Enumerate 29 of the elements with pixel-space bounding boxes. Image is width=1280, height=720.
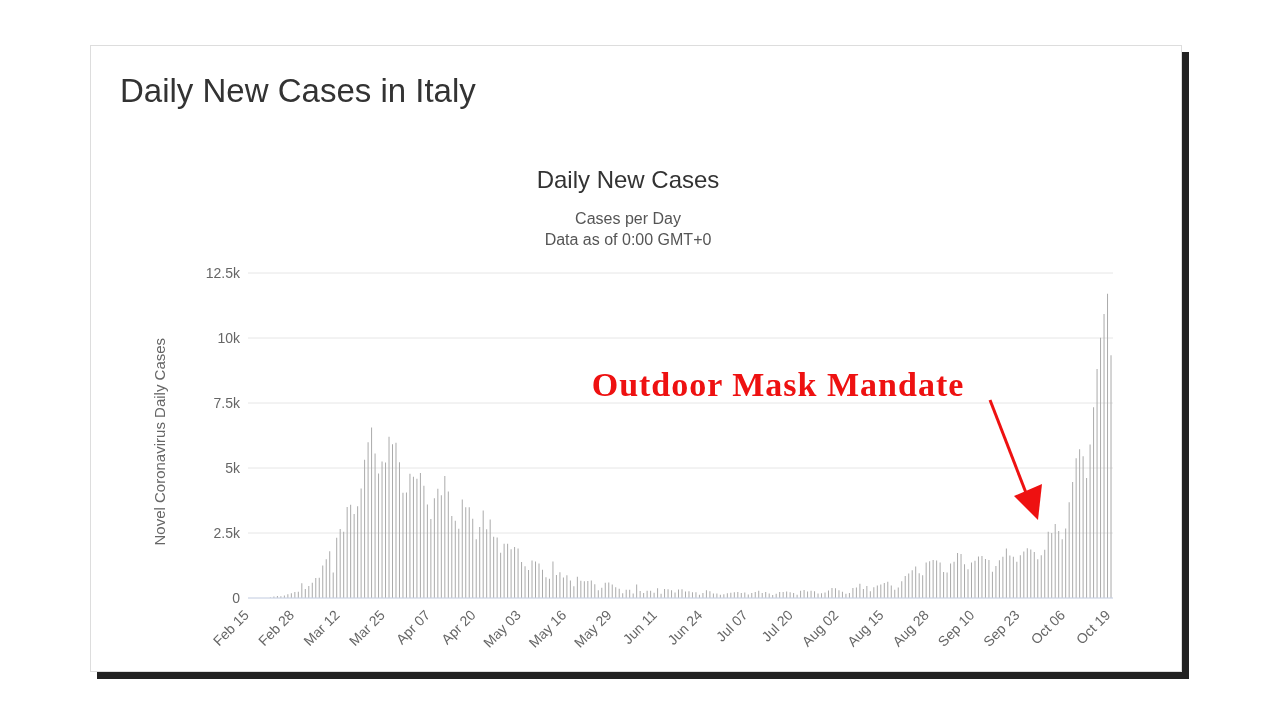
- x-tick-label: May 16: [525, 606, 570, 651]
- x-tick-label: Jul 07: [712, 606, 751, 645]
- x-tick-label: Aug 15: [843, 606, 887, 650]
- y-tick-label: 0: [232, 589, 241, 606]
- annotation: Outdoor Mask Mandate: [590, 366, 966, 404]
- x-tick-label: Mar 25: [345, 606, 389, 649]
- x-tick-label: Aug 02: [798, 606, 842, 650]
- x-tick-label: Oct 19: [1072, 606, 1114, 648]
- x-tick-label: Mar 12: [300, 606, 343, 649]
- x-tick-label: Feb 28: [255, 606, 298, 649]
- text: Cases per Day Data as of 0:00 GMT+0: [543, 209, 713, 250]
- x-tick-label: Apr 20: [438, 606, 479, 648]
- x-tick-label: Sep 23: [980, 606, 1023, 650]
- x-tick-label: Jun 11: [619, 606, 661, 648]
- y-tick-label: 2.5k: [213, 524, 241, 541]
- y-tick-label: 10k: [217, 329, 241, 346]
- y-tick-label: 12.5k: [205, 264, 241, 281]
- y-tick-label: 5k: [225, 459, 241, 476]
- chart-subtitle: Daily New Cases: [535, 166, 721, 194]
- x-tick-label: Jun 24: [664, 606, 706, 648]
- x-tick-label: Jul 20: [758, 606, 797, 645]
- x-tick-label: Sep 10: [934, 606, 978, 650]
- y-axis-title: Novel Coronavirus Daily Cases: [151, 337, 169, 546]
- chart-title: Daily New Cases in Italy: [120, 72, 476, 110]
- y-tick-label: 7.5k: [213, 394, 241, 411]
- x-tick-label: Apr 07: [392, 606, 434, 648]
- x-tick-label: Oct 06: [1027, 606, 1069, 648]
- x-tick-label: Feb 15: [209, 606, 253, 649]
- x-tick-label: Aug 28: [889, 606, 933, 650]
